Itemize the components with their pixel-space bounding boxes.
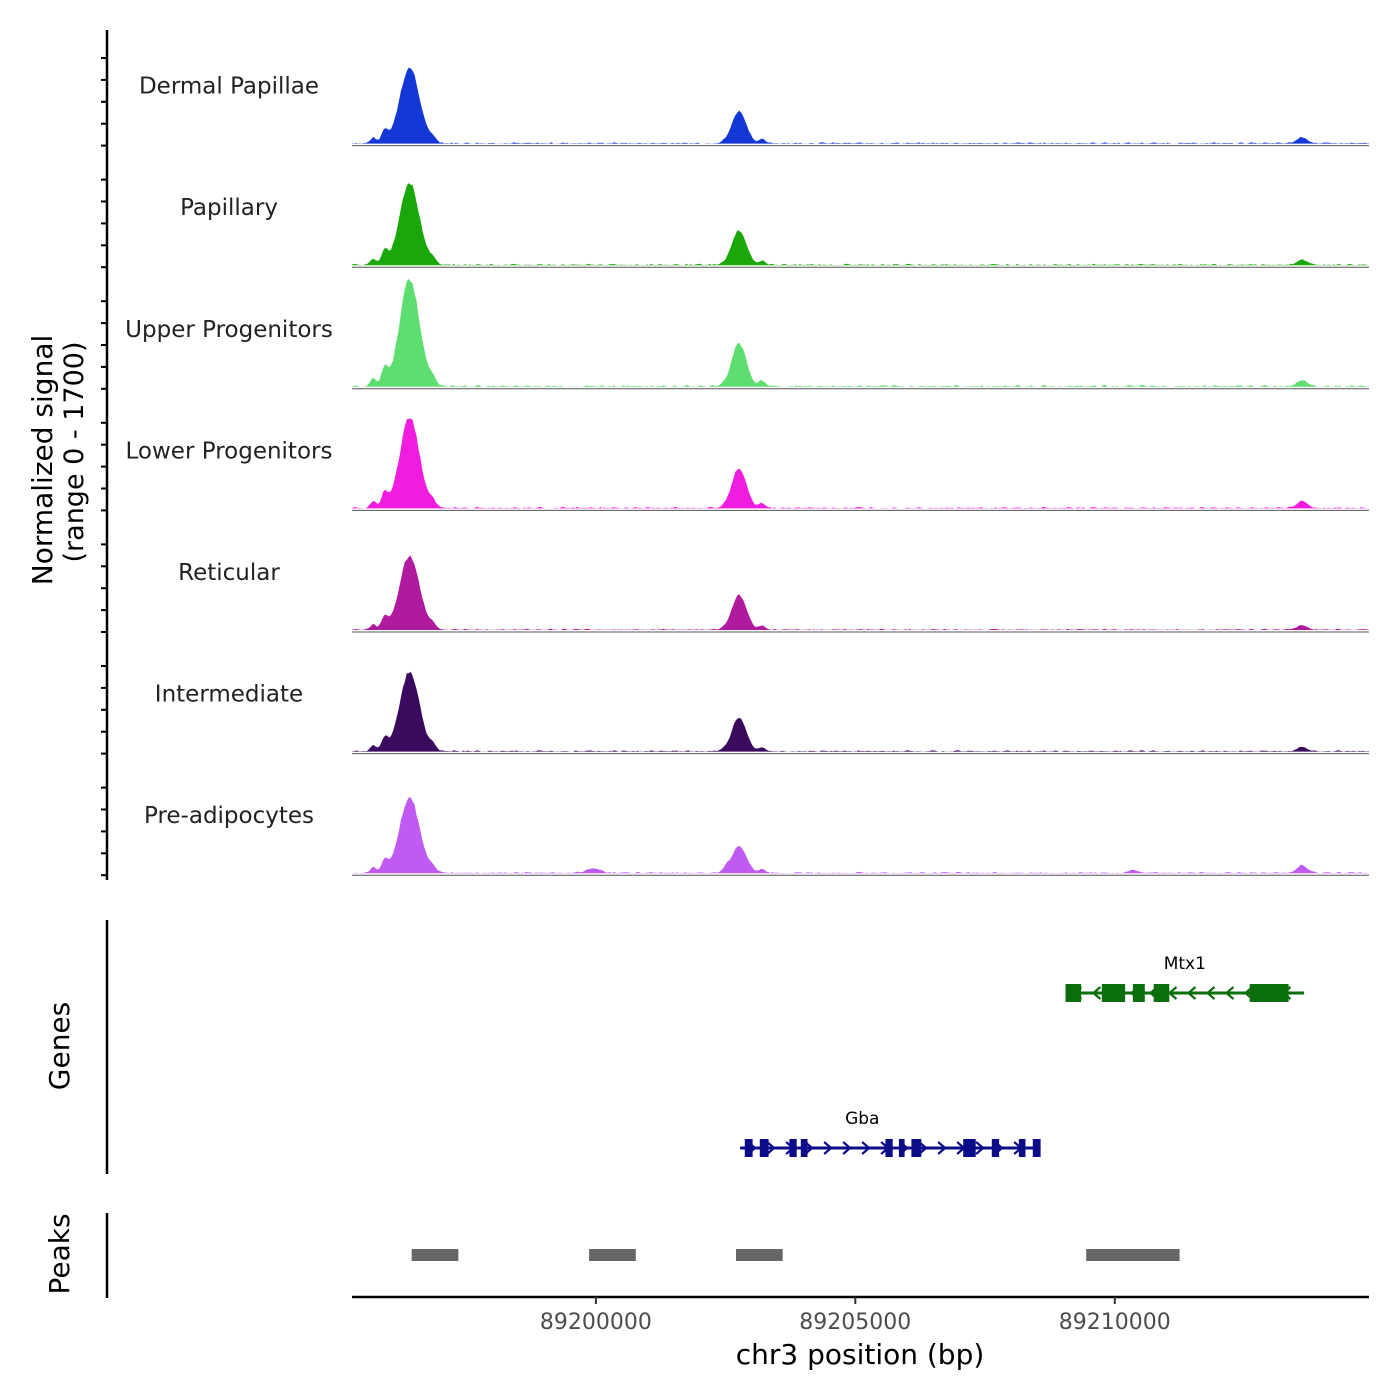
track-lower-progenitors: Lower Progenitors — [126, 418, 1369, 511]
coverage-area-reticular — [352, 555, 1369, 630]
gene-exon — [1153, 984, 1170, 1002]
strand-chevron — [1167, 986, 1178, 1000]
gene-exon — [1018, 1139, 1026, 1157]
track-label-lower-progenitors: Lower Progenitors — [126, 438, 333, 464]
strand-chevron — [823, 1141, 833, 1155]
peak-region — [589, 1249, 636, 1261]
track-reticular: Reticular — [178, 555, 1369, 633]
coverage-area-dermal-papillae — [352, 67, 1369, 144]
track-label-dermal-papillae: Dermal Papillae — [139, 74, 319, 100]
gene-exon — [759, 1139, 769, 1157]
gene-gba: Gba — [740, 1109, 1041, 1157]
gene-exon — [991, 1139, 1000, 1157]
track-papillary: Papillary — [180, 183, 1369, 268]
gene-label-mtx1: Mtx1 — [1164, 954, 1206, 974]
strand-chevron — [1205, 986, 1216, 1000]
strand-chevron — [1186, 986, 1197, 1000]
track-pre-adipocytes: Pre-adipocytes — [144, 797, 1369, 876]
genes-panel-label: Genes — [43, 1002, 76, 1090]
x-tick-label: 89205000 — [799, 1310, 911, 1335]
gene-exon — [1270, 984, 1289, 1002]
coverage-area-upper-progenitors — [352, 278, 1369, 387]
y-axis-label-line2: (range 0 - 1700) — [59, 342, 90, 563]
x-tick-label: 89200000 — [540, 1310, 652, 1335]
gene-exon — [1249, 984, 1271, 1002]
strand-chevron — [1224, 986, 1235, 1000]
strand-chevron — [842, 1141, 852, 1155]
track-dermal-papillae: Dermal Papillae — [139, 67, 1369, 147]
track-label-reticular: Reticular — [178, 560, 280, 586]
gene-label-gba: Gba — [845, 1109, 879, 1129]
peak-region — [1086, 1249, 1180, 1261]
strand-chevron — [918, 1141, 928, 1155]
track-label-papillary: Papillary — [180, 195, 278, 221]
strand-chevron — [937, 1141, 947, 1155]
coverage-area-intermediate — [352, 671, 1369, 752]
gene-exon — [1101, 984, 1126, 1002]
gene-exon — [1065, 984, 1082, 1002]
gene-exon — [885, 1139, 893, 1157]
gene-exon — [1132, 984, 1145, 1002]
track-upper-progenitors: Upper Progenitors — [125, 278, 1369, 390]
gene-exon — [911, 1139, 922, 1157]
gene-exon — [800, 1139, 808, 1157]
coverage-area-pre-adipocytes — [352, 797, 1369, 874]
peak-region — [736, 1249, 783, 1261]
track-intermediate: Intermediate — [155, 671, 1369, 755]
signal-left-axis — [101, 30, 109, 880]
strand-chevron — [1091, 986, 1102, 1000]
peak-region — [411, 1249, 459, 1261]
peaks-panel-label: Peaks — [43, 1213, 76, 1294]
strand-chevron — [766, 1141, 776, 1155]
x-tick-label: 89210000 — [1059, 1310, 1171, 1335]
gene-exon — [898, 1139, 905, 1157]
coverage-area-lower-progenitors — [352, 418, 1369, 509]
gene-exon — [963, 1139, 976, 1157]
strand-chevron — [975, 1141, 985, 1155]
y-axis-label-line1: Normalized signal — [26, 335, 59, 586]
coverage-tracks: Dermal Papillae Papillary Upper Progenitor… — [125, 67, 1369, 876]
x-axis-ticks: 89200000 89205000 89210000 — [540, 1297, 1171, 1335]
gene-mtx1: Mtx1 — [1065, 954, 1305, 1002]
strand-chevron — [861, 1141, 871, 1155]
track-label-upper-progenitors: Upper Progenitors — [125, 317, 333, 343]
gene-annotation-track: Mtx1 Gba — [740, 954, 1305, 1157]
track-label-pre-adipocytes: Pre-adipocytes — [144, 803, 314, 829]
peak-region-track — [411, 1249, 1180, 1261]
track-label-intermediate: Intermediate — [155, 682, 303, 708]
coverage-area-papillary — [352, 183, 1369, 266]
gene-exon — [744, 1139, 753, 1157]
gene-exon — [1032, 1139, 1041, 1157]
gene-exon — [789, 1139, 797, 1157]
x-axis-title: chr3 position (bp) — [736, 1338, 985, 1371]
